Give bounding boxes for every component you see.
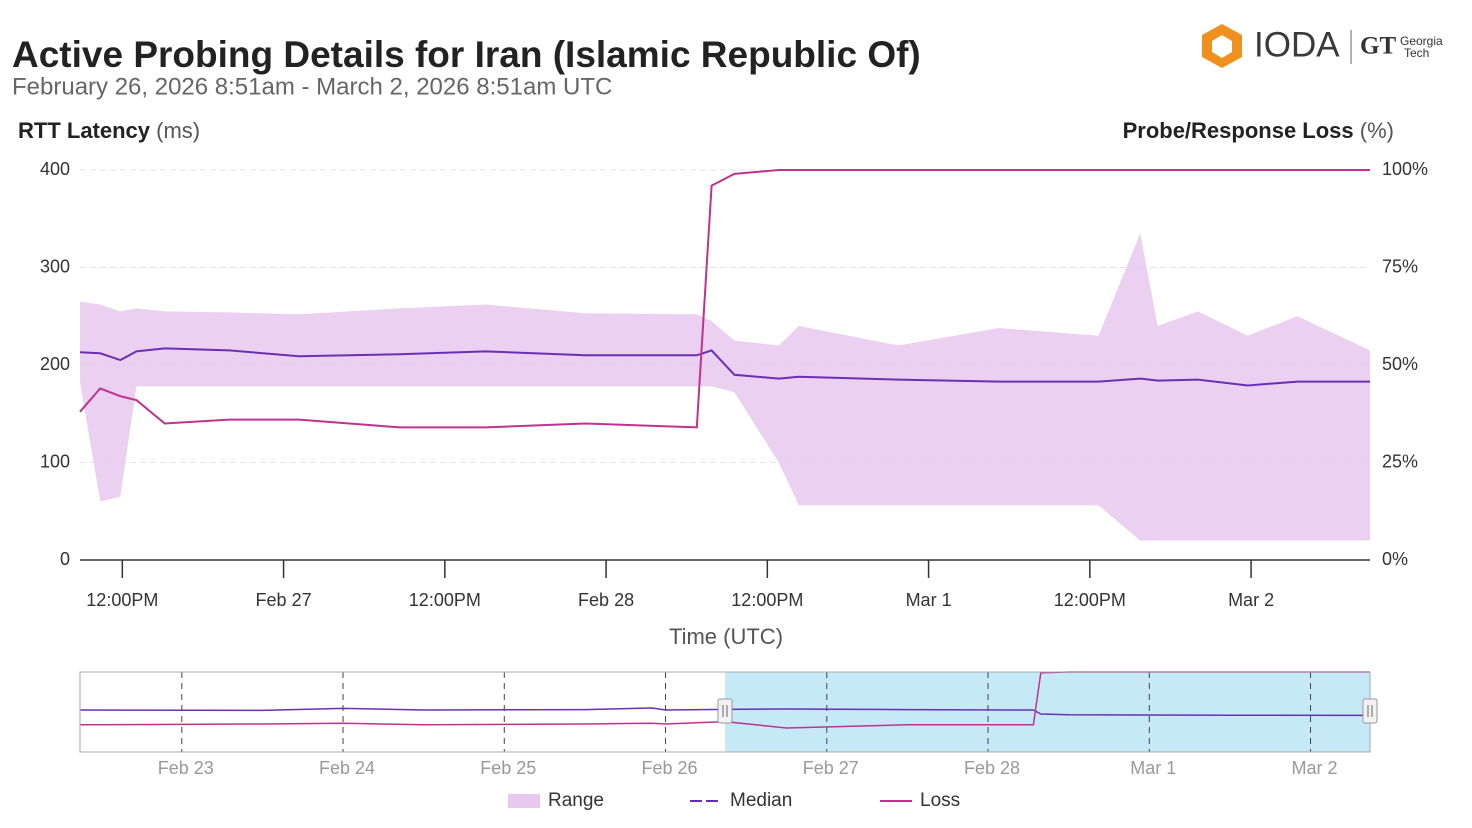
series-line (79, 169, 1370, 429)
legend-swatch (508, 794, 540, 808)
y-tick-label: 300 (40, 256, 70, 276)
range-band (80, 233, 1370, 541)
x-tick-label: 12:00PM (86, 590, 158, 610)
chart-title: Active Probing Details for Iran (Islamic… (12, 34, 921, 75)
navigator-tick-label: Feb 26 (642, 758, 698, 778)
y-axis-label: RTT Latency (ms) (18, 118, 200, 143)
navigator-selection (725, 672, 1370, 752)
legend-label: Range (548, 790, 604, 811)
logo-text: IODA (1254, 25, 1340, 64)
navigator-handle[interactable] (1362, 698, 1378, 724)
logo-partner: Tech (1404, 46, 1429, 60)
y2-axis-label: Probe/Response Loss (%) (1123, 118, 1394, 143)
navigator-tick-label: Feb 23 (158, 758, 214, 778)
navigator-handle[interactable] (717, 698, 733, 724)
logo-hexagon-inner (1212, 35, 1232, 58)
y2-tick-label: 50% (1382, 354, 1418, 374)
logo-partner: Georgia (1400, 34, 1443, 48)
y-axis-unit: (ms) (156, 118, 200, 143)
x-axis-label: Time (UTC) (669, 624, 783, 649)
y2-tick-label: 0% (1382, 549, 1408, 569)
x-tick-label: 12:00PM (409, 590, 481, 610)
y2-tick-label: 75% (1382, 256, 1418, 276)
y2-axis-label-text: Probe/Response Loss (1123, 118, 1354, 143)
navigator-tick-label: Feb 28 (964, 758, 1020, 778)
chart-subtitle: February 26, 2026 8:51am - March 2, 2026… (12, 73, 612, 100)
y-tick-label: 400 (40, 159, 70, 179)
x-tick-label: 12:00PM (731, 590, 803, 610)
legend-label: Loss (920, 790, 960, 811)
y-axis-label-text: RTT Latency (18, 118, 151, 143)
y2-axis-unit: (%) (1360, 118, 1394, 143)
legend-label: Median (730, 790, 792, 811)
y-tick-label: 0 (60, 549, 70, 569)
x-tick-label: Feb 27 (256, 590, 312, 610)
x-tick-label: 12:00PM (1054, 590, 1126, 610)
navigator-tick-label: Mar 2 (1292, 758, 1338, 778)
y2-tick-label: 25% (1382, 451, 1418, 471)
y2-tick-label: 100% (1382, 159, 1428, 179)
navigator-tick-label: Feb 27 (803, 758, 859, 778)
navigator-tick-label: Feb 25 (480, 758, 536, 778)
series-line (79, 347, 1370, 387)
logo-partner-mark: GT (1360, 33, 1396, 60)
navigator-tick-label: Mar 1 (1130, 758, 1176, 778)
x-tick-label: Mar 2 (1228, 590, 1274, 610)
navigator-tick-label: Feb 24 (319, 758, 375, 778)
y-tick-label: 100 (40, 451, 70, 471)
y-tick-label: 200 (40, 354, 70, 374)
logo: IODA GT Georgia Tech (1202, 24, 1443, 68)
x-tick-label: Feb 28 (578, 590, 634, 610)
x-tick-label: Mar 1 (906, 590, 952, 610)
